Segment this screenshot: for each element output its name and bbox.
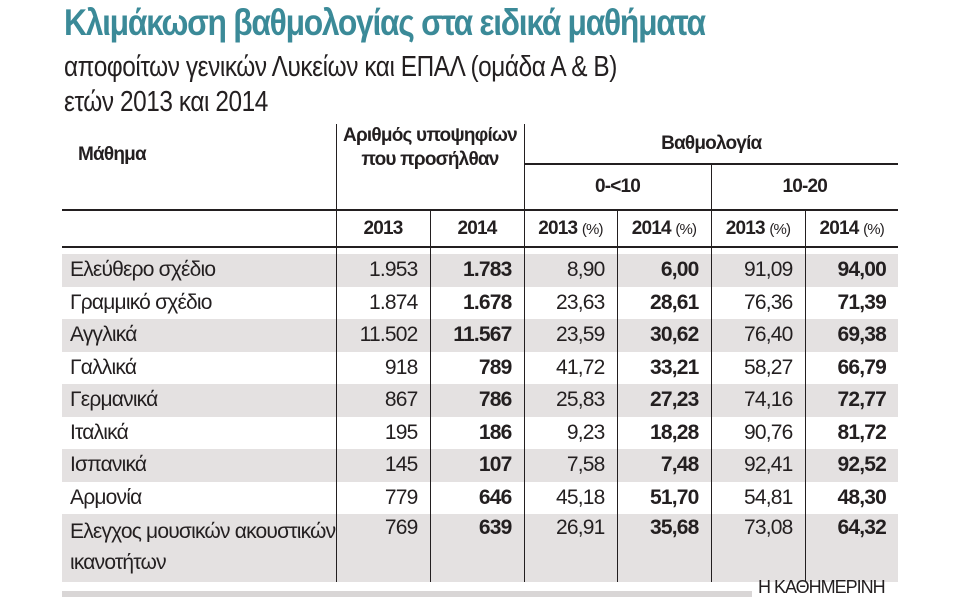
cell-high2013: 58,27: [710, 351, 805, 384]
cell-high2013: 76,40: [710, 319, 805, 352]
cell-high2013: 73,08: [710, 514, 805, 582]
year-label: 2014: [819, 217, 860, 239]
cell-low2014: 27,23: [616, 384, 711, 417]
cell-low2013: 23,63: [523, 286, 617, 319]
cell-subject: Αρμονία: [70, 485, 142, 509]
cell-high2013: 91,09: [710, 254, 805, 287]
year-label: 2014: [631, 217, 672, 239]
pct-label: (%): [863, 220, 885, 238]
header-range-low: 0-<10: [523, 164, 711, 210]
cell-c2014: 639: [429, 514, 524, 582]
cell-low2013: 7,58: [523, 449, 617, 482]
header-candidates-2013: 2013: [335, 209, 430, 248]
footer-bar: [62, 591, 752, 597]
header-candidates-2014: 2014: [429, 209, 524, 248]
grades-table: Μάθημα Αριθμός υποψηφίων που προσήλθαν Β…: [62, 124, 898, 582]
table-row: Ιταλικά 195 186 9,23 18,28 90,76 81,72: [62, 416, 898, 449]
table-row: Γερμανικά 867 786 25,83 27,23 74,16 72,77: [62, 384, 898, 417]
cell-c2013: 918: [335, 351, 430, 384]
cell-subject: Ισπανικά: [62, 449, 336, 482]
year-label: 2013: [538, 217, 578, 239]
cell-low2014: 28,61: [616, 286, 711, 319]
cell-high2013: 74,16: [710, 384, 805, 417]
cell-high2013: 92,41: [710, 449, 805, 482]
cell-high2014: 48,30: [804, 481, 898, 514]
cell-subject: Γαλλικά: [70, 355, 137, 379]
header-grades: Βαθμολογία: [523, 124, 898, 165]
cell-high2014: 71,39: [804, 286, 898, 319]
cell-low2013: 41,72: [523, 351, 617, 384]
cell-c2013: 1.953: [335, 254, 430, 287]
cell-high2014: 94,00: [804, 254, 898, 287]
cell-high2013: 76,36: [710, 286, 805, 319]
cell-low2013: 23,59: [523, 319, 617, 352]
table-row: Γραμμικό σχέδιο 1.874 1.678 23,63 28,61 76,36…: [62, 286, 898, 319]
subtitle-line-1: αποφοίτων γενικών Λυκείων και ΕΠΑΛ (ομάδ…: [64, 51, 617, 83]
header-high-2013: 2013 (%): [710, 209, 805, 248]
cell-c2014: 646: [429, 481, 524, 514]
cell-c2013: 769: [335, 514, 430, 582]
pct-label: (%): [769, 220, 791, 238]
cell-low2014: 35,68: [616, 514, 711, 582]
header-empty: [62, 209, 336, 248]
table-row: Ελεύθερο σχέδιο 1.953 1.783 8,90 6,00 91,09 94…: [62, 254, 898, 287]
cell-c2014: 11.567: [429, 319, 524, 352]
table-row: Γαλλικά 918 789 41,72 33,21 58,27 66,79: [62, 351, 898, 384]
cell-c2014: 786: [429, 384, 524, 417]
table-row: Αρμονία 779 646 45,18 51,70 54,81 48,30: [62, 481, 898, 514]
cell-c2014: 1.783: [429, 254, 524, 287]
cell-high2014: 81,72: [804, 416, 898, 449]
cell-low2013: 45,18: [523, 481, 617, 514]
cell-low2014: 30,62: [616, 319, 711, 352]
header-candidates: Αριθμός υποψηφίων που προσήλθαν: [335, 124, 524, 210]
cell-c2013: 1.874: [335, 286, 430, 319]
cell-low2013: 9,23: [523, 416, 617, 449]
cell-c2013: 11.502: [335, 319, 430, 352]
subtitle-line-2: ετών 2013 και 2014: [64, 86, 268, 118]
cell-subject: Γραμμικό σχέδιο: [70, 290, 212, 314]
cell-c2014: 186: [429, 416, 524, 449]
page-title: Κλιμάκωση βαθμολογίας στα ειδικά μαθήματ…: [64, 2, 706, 43]
source-logo: Η ΚΑΘΗΜΕΡΙΝΗ: [758, 577, 886, 597]
cell-low2013: 8,90: [523, 254, 617, 287]
header-low-2014: 2014 (%): [616, 209, 711, 248]
pct-label: (%): [675, 220, 697, 238]
cell-high2014: 69,38: [804, 319, 898, 352]
cell-low2014: 6,00: [616, 254, 711, 287]
year-label: 2013: [725, 217, 766, 239]
cell-c2013: 195: [335, 416, 430, 449]
header-range-high: 10-20: [710, 164, 898, 210]
cell-c2014: 1.678: [429, 286, 524, 319]
cell-low2014: 33,21: [616, 351, 711, 384]
cell-low2013: 25,83: [523, 384, 617, 417]
cell-subject: Ελεγχος μουσικών ακουστικών ικανοτήτων: [62, 514, 336, 582]
cell-low2014: 51,70: [616, 481, 711, 514]
subtitle: αποφοίτων γενικών Λυκείων και ΕΠΑΛ (ομάδ…: [64, 50, 617, 120]
table-row: Ελεγχος μουσικών ακουστικών ικανοτήτων 76…: [62, 514, 898, 582]
cell-high2014: 66,79: [804, 351, 898, 384]
cell-c2013: 867: [335, 384, 430, 417]
cell-c2014: 107: [429, 449, 524, 482]
cell-c2013: 779: [335, 481, 430, 514]
cell-subject: Ιταλικά: [70, 420, 129, 444]
cell-low2014: 7,48: [616, 449, 711, 482]
cell-subject: Γερμανικά: [62, 384, 336, 417]
header-high-2014: 2014 (%): [804, 209, 898, 248]
cell-high2014: 92,52: [804, 449, 898, 482]
cell-high2014: 72,77: [804, 384, 898, 417]
cell-high2013: 54,81: [710, 481, 805, 514]
header-subject: Μάθημα: [78, 144, 147, 165]
cell-c2014: 789: [429, 351, 524, 384]
cell-subject: Ελεύθερο σχέδιο: [62, 254, 336, 287]
pct-label: (%): [581, 220, 604, 238]
cell-high2013: 90,76: [710, 416, 805, 449]
cell-low2013: 26,91: [523, 514, 617, 582]
cell-low2014: 18,28: [616, 416, 711, 449]
header-low-2013: 2013 (%): [523, 209, 617, 248]
cell-high2014: 64,32: [804, 514, 898, 582]
cell-subject: Αγγλικά: [62, 319, 336, 352]
cell-c2013: 145: [335, 449, 430, 482]
table-row: Ισπανικά 145 107 7,58 7,48 92,41 92,52: [62, 449, 898, 482]
table-row: Αγγλικά 11.502 11.567 23,59 30,62 76,40 69,38: [62, 319, 898, 352]
